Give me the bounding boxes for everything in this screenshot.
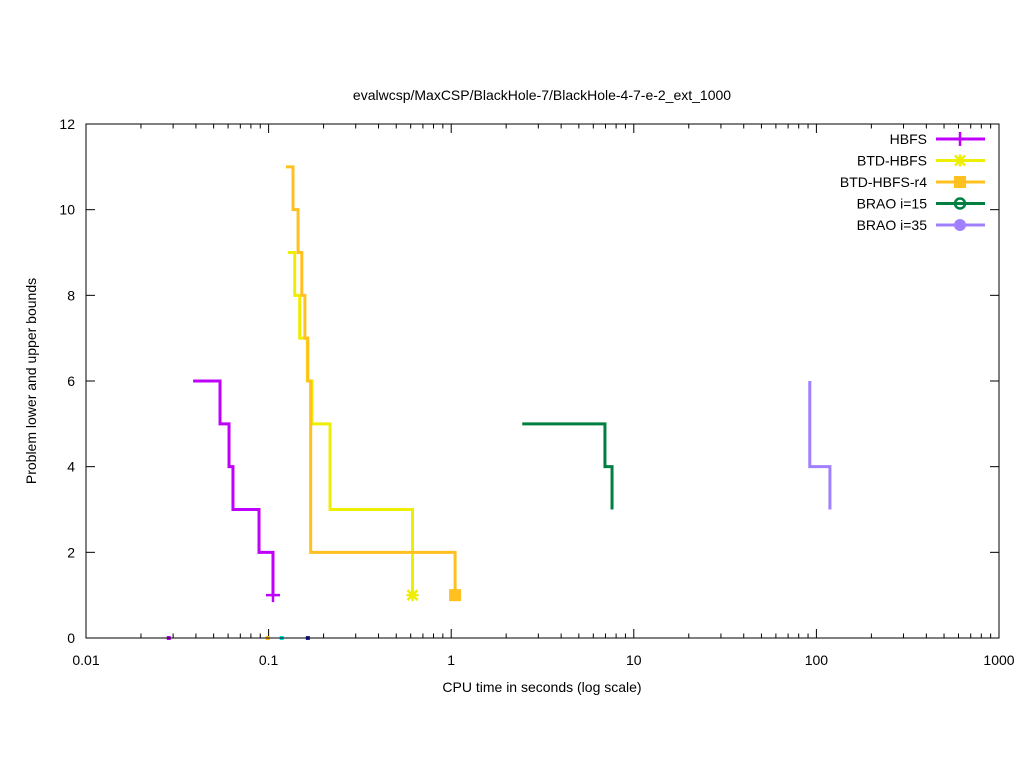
y-tick-label: 2	[67, 544, 75, 560]
legend-label: BRAO i=35	[857, 217, 928, 233]
y-tick-label: 4	[67, 459, 75, 475]
series-lines	[166, 165, 832, 640]
data-point-marker	[265, 588, 280, 603]
legend-marker-icon	[954, 154, 966, 167]
series-btd-hbfs-r4	[285, 165, 462, 602]
legend-label: HBFS	[890, 131, 927, 147]
plot-frame	[85, 123, 1000, 639]
y-tick-label: 10	[59, 202, 75, 218]
x-tick-label: 1000	[983, 652, 1014, 668]
x-tick-label: 10	[626, 652, 642, 668]
series-line	[287, 251, 415, 596]
series-hbfs	[193, 379, 280, 603]
legend-marker-icon	[954, 219, 966, 231]
y-tick-label: 12	[59, 116, 75, 132]
data-point-marker	[406, 589, 419, 602]
legend: HBFS BTD-HBFS BTD-HBFS-r4 BRAO i=15 BRAO i=3…	[840, 131, 985, 233]
legend-label: BRAO i=15	[857, 196, 928, 212]
x-axis-label: CPU time in seconds (log scale)	[442, 679, 641, 695]
y-tick-label: 6	[67, 373, 75, 389]
data-point-marker	[449, 589, 462, 602]
series-line	[808, 381, 832, 510]
y-tick-label: 0	[67, 630, 75, 646]
series-line	[193, 379, 275, 596]
x-tick-label: 100	[805, 652, 829, 668]
series-brao-i-15	[522, 422, 614, 510]
legend-label: BTD-HBFS-r4	[840, 174, 927, 190]
x-tick-label: 0.1	[259, 652, 279, 668]
axis-ticks: 0.01 0.1 1 10 100 1000 0 2 4 6 8 10 12	[59, 116, 1014, 668]
x-tick-label: 1	[447, 652, 455, 668]
series-btd-hbfs	[287, 251, 419, 602]
series-brao-i-35	[808, 381, 832, 510]
y-axis-label: Problem lower and upper bounds	[23, 278, 39, 484]
series-line	[285, 165, 457, 596]
legend-marker-icon	[953, 132, 967, 146]
y-tick-label: 8	[67, 287, 75, 303]
legend-marker-icon	[954, 176, 966, 188]
legend-label: BTD-HBFS	[857, 153, 927, 169]
series-line	[522, 422, 614, 510]
chart-title: evalwcsp/MaxCSP/BlackHole-7/BlackHole-4-…	[353, 87, 731, 103]
x-tick-label: 0.01	[72, 652, 99, 668]
